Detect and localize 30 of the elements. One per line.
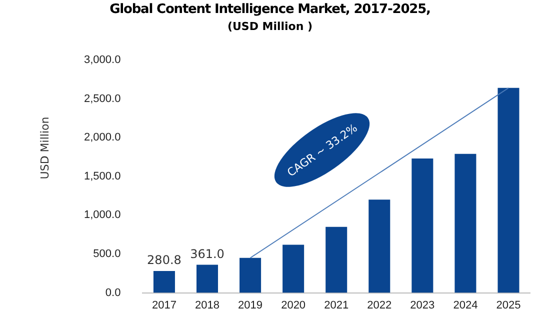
chart-subtitle: (USD Million ) [226, 20, 314, 33]
bar [454, 154, 476, 293]
x-tick-label: 2021 [324, 299, 349, 312]
bar [196, 264, 218, 293]
y-axis-title: USD Million [38, 116, 52, 180]
x-tick-label: 2018 [195, 299, 220, 312]
y-tick-label: 0.0 [105, 286, 121, 299]
data-label: 361.0 [190, 246, 224, 261]
y-tick-label: 2,000.0 [84, 132, 121, 144]
bar [368, 200, 390, 293]
x-tick-label: 2019 [238, 299, 263, 312]
y-tick-label: 1,500.0 [84, 170, 121, 182]
bar [240, 258, 262, 293]
y-tick-label: 500.0 [93, 248, 121, 260]
data-label: 280.8 [147, 253, 182, 268]
bar [282, 244, 304, 293]
bar [153, 271, 175, 293]
x-tick-label: 2017 [152, 299, 176, 312]
x-tick-label: 2020 [281, 299, 306, 312]
bar [498, 88, 520, 293]
x-tick-label: 2022 [367, 299, 392, 312]
x-tick-label: 2024 [453, 299, 478, 312]
bar [326, 226, 348, 293]
bar [412, 158, 434, 293]
x-tick-label: 2023 [410, 299, 435, 312]
x-tick-label: 2025 [496, 299, 521, 312]
y-tick-label: 1,000.0 [84, 209, 121, 222]
y-tick-label: 3,000.0 [84, 54, 121, 66]
chart-title: Global Content Intelligence Market, 2017-2025, [108, 2, 432, 17]
y-tick-label: 2,500.0 [84, 92, 121, 105]
